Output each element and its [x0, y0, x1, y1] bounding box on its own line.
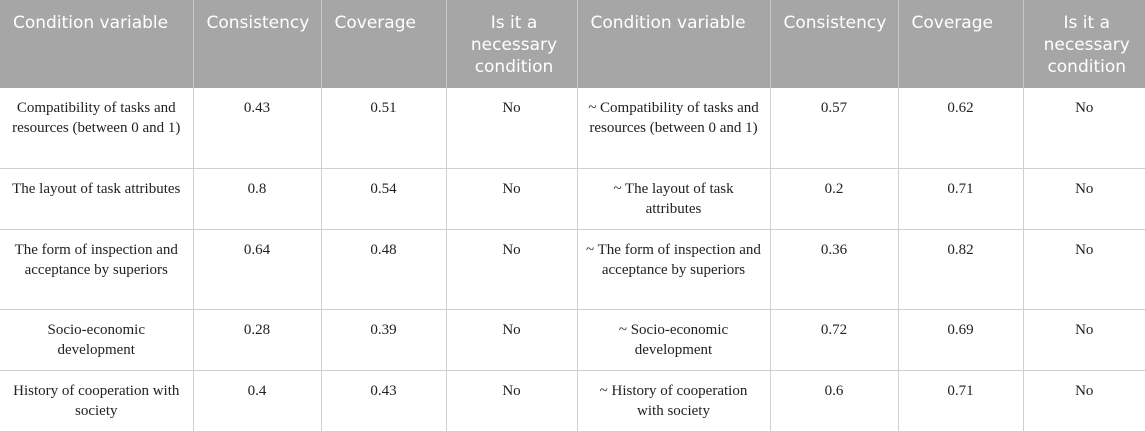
negated-coverage-cell: 0.71: [897, 168, 1023, 230]
condition-cell: The form of inspection and acceptance by…: [0, 229, 193, 310]
condition-cell: Compatibility of tasks and resources (be…: [0, 88, 193, 169]
negated-condition-cell: ~ The form of inspection and acceptance …: [576, 229, 770, 310]
coverage-cell: 0.48: [320, 229, 446, 310]
header-necessary-condition: Is it a necessary condition: [445, 0, 577, 88]
necessary-cell: No: [445, 370, 577, 432]
negated-consistency-cell: 0.36: [769, 229, 898, 310]
negated-consistency-cell: 0.2: [769, 168, 898, 230]
negated-coverage-cell: 0.82: [897, 229, 1023, 310]
negated-consistency-cell: 0.57: [769, 88, 898, 169]
negated-condition-cell: ~ The layout of task attributes: [576, 168, 770, 230]
coverage-cell: 0.54: [320, 168, 446, 230]
consistency-cell: 0.8: [192, 168, 321, 230]
table-row: History of cooperation with society 0.4 …: [0, 370, 1145, 432]
negated-condition-cell: ~ Compatibility of tasks and resources (…: [576, 88, 770, 169]
negated-necessary-cell: No: [1022, 370, 1145, 432]
table-row: The form of inspection and acceptance by…: [0, 229, 1145, 310]
necessary-cell: No: [445, 168, 577, 230]
necessary-cell: No: [445, 309, 577, 371]
table-row: Compatibility of tasks and resources (be…: [0, 88, 1145, 169]
negated-necessary-cell: No: [1022, 88, 1145, 169]
consistency-cell: 0.64: [192, 229, 321, 310]
condition-cell: The layout of task attributes: [0, 168, 193, 230]
negated-coverage-cell: 0.71: [897, 370, 1023, 432]
negated-coverage-cell: 0.69: [897, 309, 1023, 371]
negated-consistency-cell: 0.72: [769, 309, 898, 371]
condition-cell: Socio-economic development: [0, 309, 193, 371]
header-negated-consistency: Consistency: [769, 0, 898, 88]
table-row: The layout of task attributes 0.8 0.54 N…: [0, 168, 1145, 230]
coverage-cell: 0.51: [320, 88, 446, 169]
negated-necessary-cell: No: [1022, 309, 1145, 371]
consistency-cell: 0.28: [192, 309, 321, 371]
consistency-cell: 0.43: [192, 88, 321, 169]
header-coverage: Coverage: [320, 0, 446, 88]
coverage-cell: 0.39: [320, 309, 446, 371]
necessary-cell: No: [445, 88, 577, 169]
header-negated-coverage: Coverage: [897, 0, 1023, 88]
condition-cell: History of cooperation with society: [0, 370, 193, 432]
negated-consistency-cell: 0.6: [769, 370, 898, 432]
consistency-cell: 0.4: [192, 370, 321, 432]
negated-necessary-cell: No: [1022, 168, 1145, 230]
table-row: Socio-economic development 0.28 0.39 No …: [0, 309, 1145, 371]
negated-condition-cell: ~ Socio-economic development: [576, 309, 770, 371]
header-negated-condition-variable: Condition variable: [576, 0, 770, 88]
header-row: Condition variable Consistency Coverage …: [0, 0, 1145, 88]
negated-necessary-cell: No: [1022, 229, 1145, 310]
header-condition-variable: Condition variable: [0, 0, 193, 88]
negated-coverage-cell: 0.62: [897, 88, 1023, 169]
header-negated-necessary-condition: Is it a necessary condition: [1022, 0, 1145, 88]
necessary-cell: No: [445, 229, 577, 310]
coverage-cell: 0.43: [320, 370, 446, 432]
header-consistency: Consistency: [192, 0, 321, 88]
negated-condition-cell: ~ History of cooperation with society: [576, 370, 770, 432]
